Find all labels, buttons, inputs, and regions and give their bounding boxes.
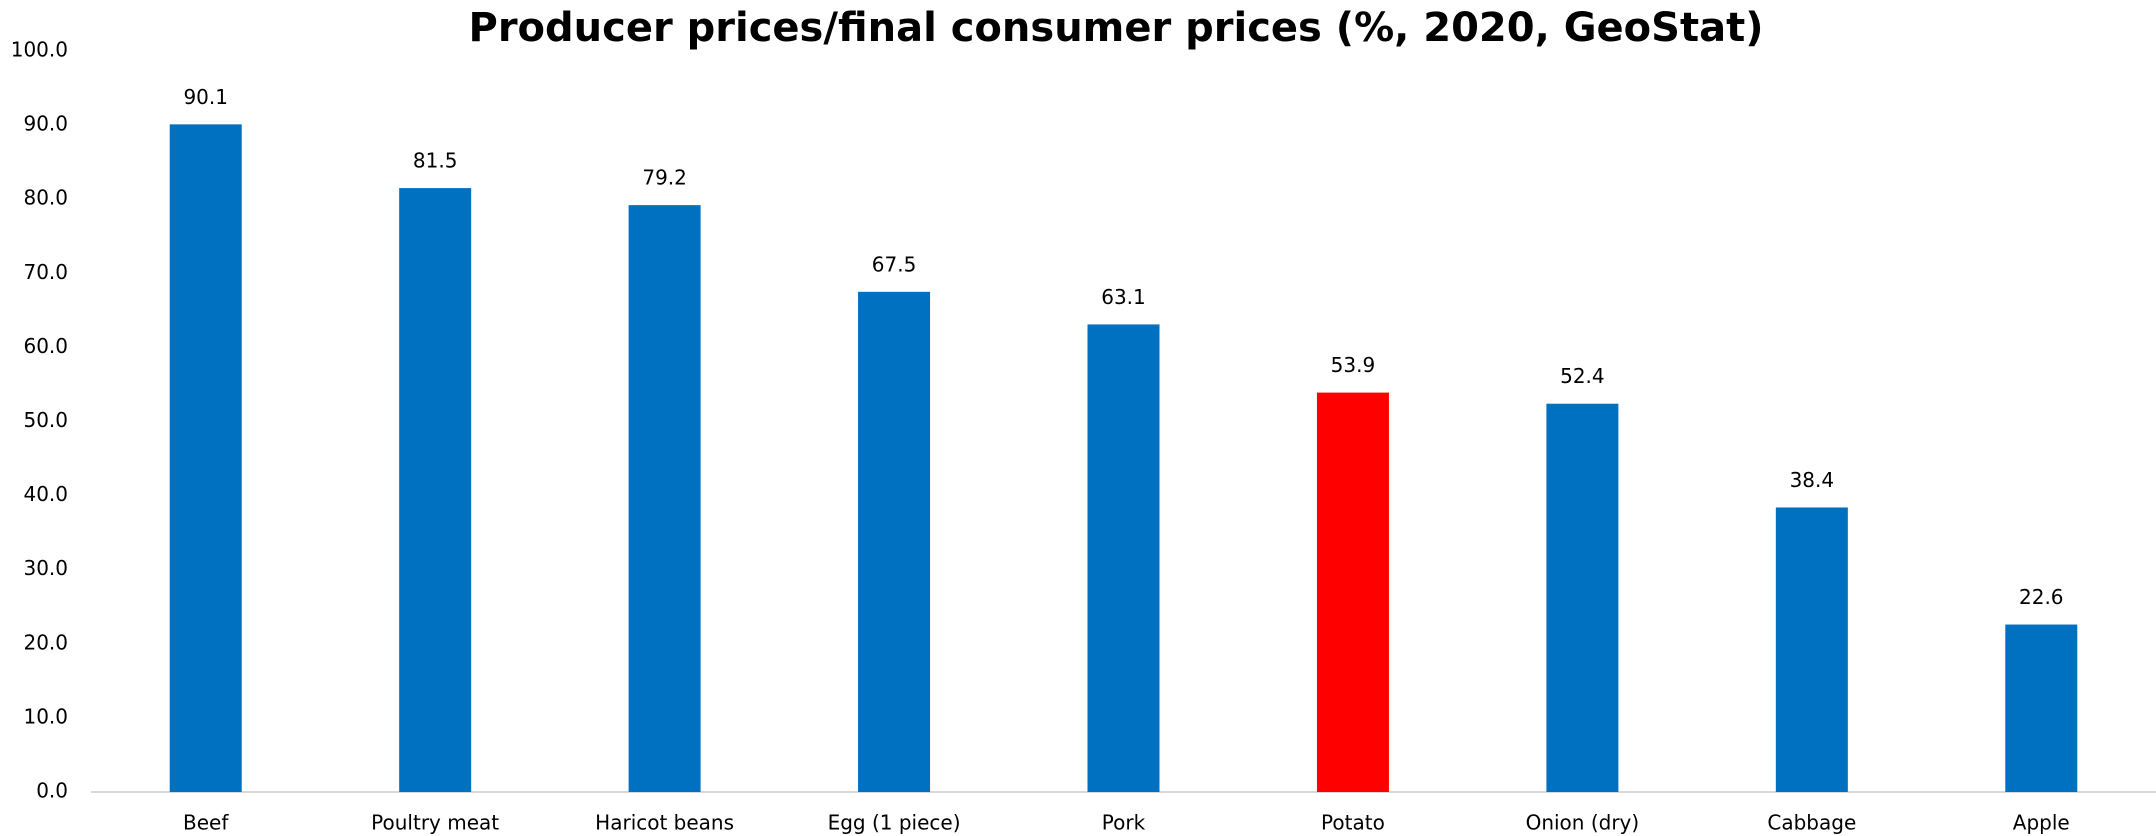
x-tick-label: Potato: [1321, 811, 1385, 835]
y-tick-label: 30.0: [23, 556, 68, 580]
value-label: 22.6: [2019, 585, 2064, 609]
value-label: 63.1: [1101, 285, 1146, 309]
y-tick-label: 50.0: [23, 408, 68, 432]
bar: [2005, 624, 2078, 792]
value-label: 67.5: [872, 252, 917, 276]
bar: [1087, 324, 1160, 792]
x-tick-label: Egg (1 piece): [828, 811, 961, 835]
y-tick-label: 100.0: [11, 38, 68, 62]
bar: [399, 188, 472, 792]
bar: [169, 124, 242, 792]
y-tick-label: 80.0: [23, 186, 68, 210]
x-tick-label: Haricot beans: [595, 811, 734, 835]
y-tick-label: 20.0: [23, 630, 68, 654]
x-tick-label: Beef: [183, 811, 229, 835]
y-tick-label: 60.0: [23, 334, 68, 358]
bar: [858, 291, 931, 792]
y-tick-label: 10.0: [23, 704, 68, 728]
bar: [1316, 392, 1389, 792]
x-tick-label: Pork: [1102, 811, 1146, 835]
value-label: 81.5: [413, 149, 458, 173]
y-tick-label: 90.0: [23, 112, 68, 136]
value-label: 53.9: [1331, 353, 1376, 377]
y-tick-label: 40.0: [23, 482, 68, 506]
x-tick-label: Apple: [2013, 811, 2070, 835]
y-tick-label: 70.0: [23, 260, 68, 284]
bar: [1775, 507, 1848, 792]
x-tick-label: Cabbage: [1767, 811, 1856, 835]
bar: [1546, 403, 1619, 792]
value-label: 79.2: [642, 166, 687, 190]
bar: [628, 205, 701, 793]
value-label: 52.4: [1560, 364, 1605, 388]
chart-title: Producer prices/final consumer prices (%…: [469, 5, 1764, 51]
value-label: 90.1: [183, 85, 228, 109]
x-tick-label: Onion (dry): [1526, 811, 1640, 835]
y-tick-label: 0.0: [36, 779, 68, 803]
x-tick-label: Poultry meat: [371, 811, 499, 835]
value-label: 38.4: [1790, 468, 1835, 492]
